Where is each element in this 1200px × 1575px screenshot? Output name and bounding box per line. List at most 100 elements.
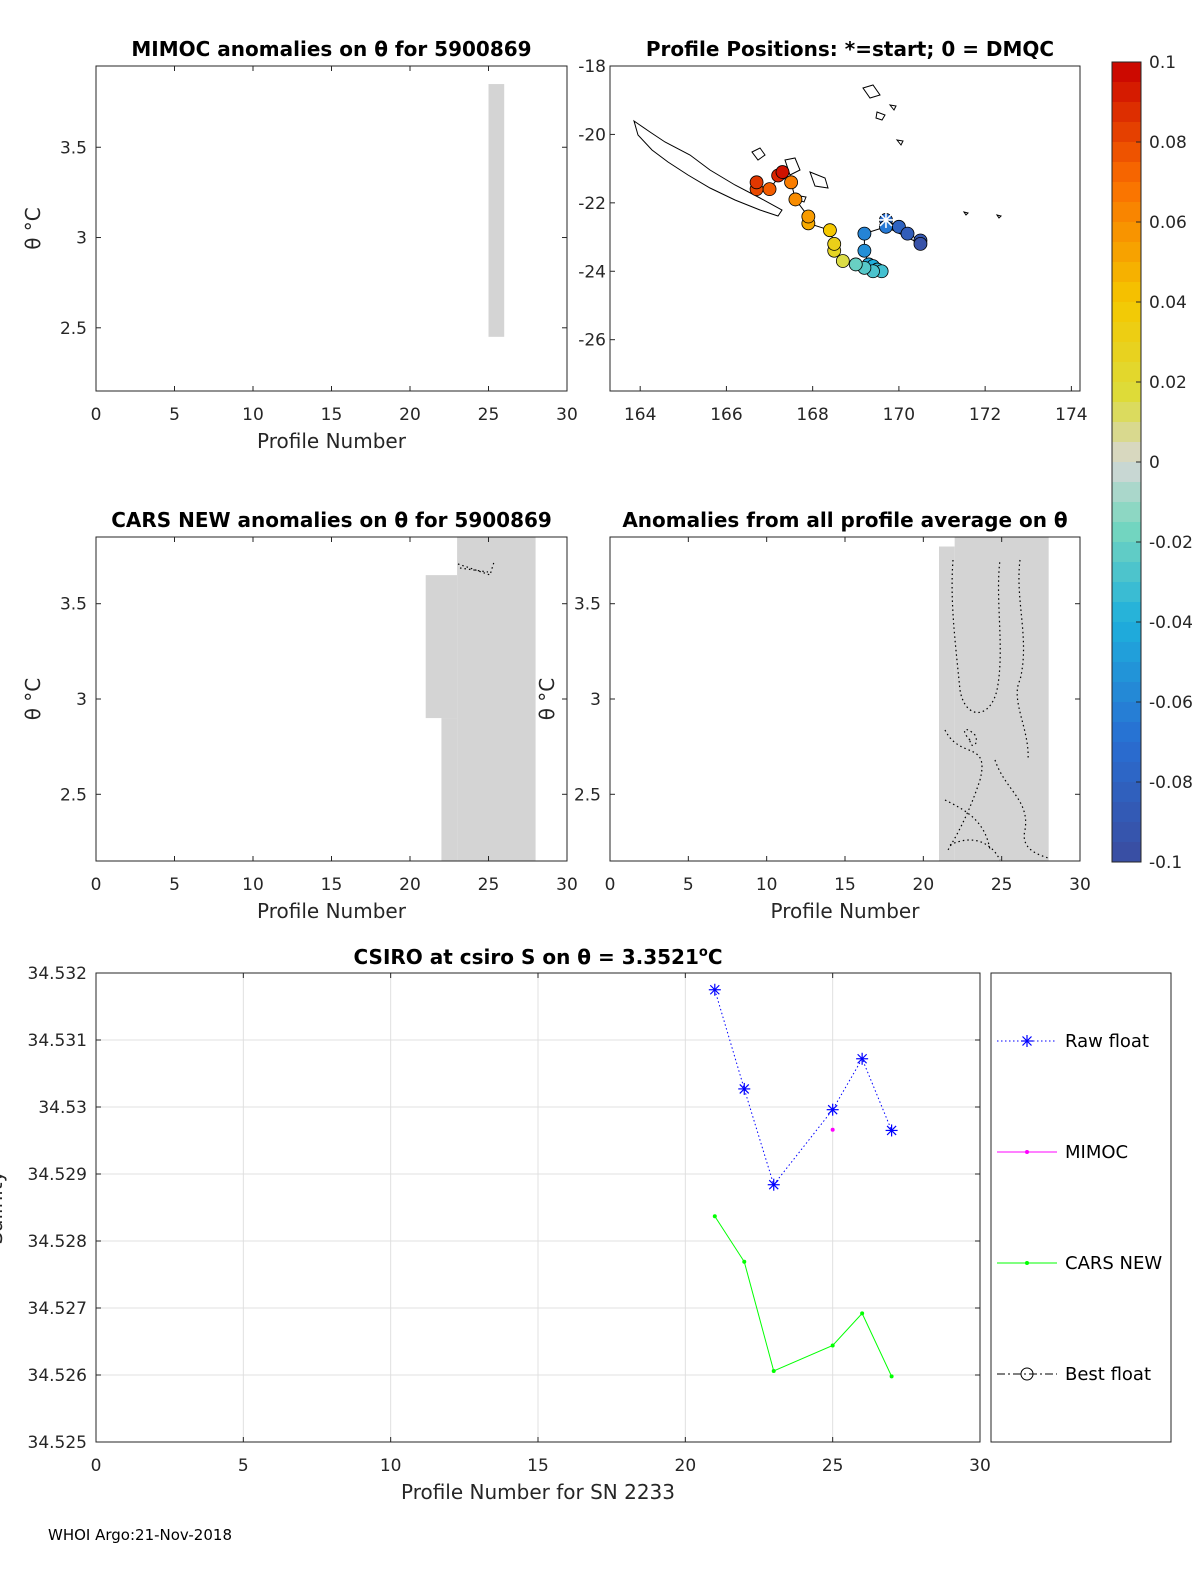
colorbar-band bbox=[1112, 562, 1141, 583]
point-marker bbox=[742, 1259, 747, 1264]
profile-position-marker bbox=[913, 236, 928, 251]
colorbar-band bbox=[1112, 542, 1141, 563]
x-tick-label: 5 bbox=[169, 405, 180, 425]
y-tick-label: -18 bbox=[578, 57, 606, 77]
x-tick-label: 30 bbox=[969, 1456, 991, 1476]
x-tick-label: 20 bbox=[675, 1456, 697, 1476]
colorbar-band bbox=[1112, 462, 1141, 483]
colorbar-band bbox=[1112, 722, 1141, 743]
colorbar-tick-label: 0.04 bbox=[1149, 293, 1187, 313]
x-tick-label: 15 bbox=[321, 875, 343, 895]
x-tick-label: 20 bbox=[399, 405, 421, 425]
y-tick-label: -26 bbox=[578, 331, 606, 351]
point-marker bbox=[860, 1311, 865, 1316]
colorbar-band bbox=[1112, 662, 1141, 683]
x-axis-label: Profile Number for SN 2233 bbox=[401, 1480, 675, 1504]
panel-cars: 0 5 10 15 20 25 30 2.5 3 3.5 CARS NEW anomalies on… bbox=[21, 508, 578, 923]
anomaly-cell bbox=[425, 575, 458, 719]
x-tick-label: 172 bbox=[969, 405, 1001, 425]
island bbox=[995, 214, 1002, 219]
colorbar-band bbox=[1112, 442, 1141, 463]
colorbar-band bbox=[1112, 342, 1141, 363]
x-tick-label: 5 bbox=[683, 875, 694, 895]
x-tick-label: 166 bbox=[710, 405, 742, 425]
profile-position-marker bbox=[788, 192, 803, 207]
colorbar-band bbox=[1112, 642, 1141, 663]
x-tick-label: 25 bbox=[822, 1456, 844, 1476]
island bbox=[962, 211, 969, 216]
star-stroke bbox=[739, 1083, 750, 1094]
point-marker bbox=[712, 1214, 717, 1219]
y-tick-label: 3.5 bbox=[60, 138, 87, 158]
contour-line bbox=[457, 561, 495, 576]
colorbar-band bbox=[1112, 422, 1141, 443]
colorbar-band bbox=[1112, 202, 1141, 223]
colorbar-tick-label: 0.06 bbox=[1149, 213, 1187, 233]
contour-line bbox=[994, 759, 1049, 859]
colorbar-tick-label: -0.1 bbox=[1149, 853, 1182, 873]
colorbar-band bbox=[1112, 162, 1141, 183]
colorbar-tick-label: -0.08 bbox=[1149, 773, 1193, 793]
y-tick-label: 34.53 bbox=[38, 1098, 87, 1118]
colorbar-band bbox=[1112, 122, 1141, 143]
y-tick-label: 3 bbox=[76, 690, 87, 710]
island bbox=[751, 147, 766, 161]
colorbar-band bbox=[1112, 242, 1141, 263]
panel-title: MIMOC anomalies on θ for 5900869 bbox=[131, 37, 531, 61]
colorbar-tick-label: 0.02 bbox=[1149, 373, 1187, 393]
star-marker bbox=[738, 1082, 751, 1095]
point-marker bbox=[771, 1368, 776, 1373]
panel-mimoc: 0 5 10 15 20 25 30 2.5 3 3.5 MIMOC anomalies on θ … bbox=[21, 37, 578, 453]
star-marker bbox=[767, 1178, 780, 1191]
legend-marker bbox=[1025, 1261, 1029, 1265]
x-tick-label: 0 bbox=[91, 1456, 102, 1476]
profile-position-marker bbox=[749, 175, 764, 190]
contour-line bbox=[459, 567, 489, 573]
profile-position-marker bbox=[775, 165, 790, 179]
x-tick-label: 25 bbox=[478, 405, 500, 425]
y-tick-label: 34.525 bbox=[28, 1433, 87, 1453]
star-marker bbox=[1021, 1035, 1033, 1047]
legend-marker bbox=[1020, 1367, 1034, 1381]
x-axis-label: Profile Number bbox=[257, 899, 407, 923]
y-tick-label: 34.527 bbox=[28, 1299, 87, 1319]
island bbox=[888, 104, 897, 111]
profile-position-marker bbox=[835, 254, 850, 268]
profile-position-marker bbox=[848, 257, 863, 272]
colorbar-band bbox=[1112, 782, 1141, 803]
profile-position-marker bbox=[762, 182, 777, 197]
colorbar-band bbox=[1112, 522, 1141, 543]
positions-border bbox=[609, 65, 1081, 392]
colorbar-band bbox=[1112, 502, 1141, 523]
colorbar-band bbox=[1112, 602, 1141, 623]
star-stroke bbox=[886, 1125, 897, 1136]
island-new-caledonia bbox=[633, 119, 783, 217]
colorbar-band bbox=[1112, 402, 1141, 423]
anomaly-cell bbox=[441, 718, 458, 861]
legend-label: MIMOC bbox=[1065, 1142, 1128, 1163]
legend-label: CARS NEW bbox=[1065, 1253, 1162, 1274]
x-tick-label: 10 bbox=[380, 1456, 402, 1476]
colorbar-band bbox=[1112, 142, 1141, 163]
x-tick-label: 25 bbox=[478, 875, 500, 895]
x-tick-label: 0 bbox=[605, 875, 616, 895]
legend-label: Best float bbox=[1065, 1364, 1151, 1385]
series-line bbox=[714, 1215, 893, 1377]
colorbar-band bbox=[1112, 582, 1141, 603]
y-axis-label: θ °C bbox=[535, 678, 559, 721]
panel-title: CARS NEW anomalies on θ for 5900869 bbox=[111, 508, 552, 532]
star-stroke bbox=[1022, 1036, 1032, 1046]
series-raw-float bbox=[708, 983, 898, 1191]
y-axis-label: Salinity bbox=[0, 1170, 7, 1244]
colorbar-band bbox=[1112, 702, 1141, 723]
y-tick-label: 3 bbox=[76, 229, 87, 249]
anomaly-cell bbox=[457, 537, 536, 861]
star-marker bbox=[856, 1052, 869, 1065]
profile-position-marker bbox=[900, 226, 915, 241]
legend-box bbox=[990, 972, 1172, 1443]
star-stroke bbox=[709, 984, 720, 995]
start-marker bbox=[877, 211, 894, 228]
y-tick-label: -22 bbox=[578, 194, 606, 214]
colorbar-band bbox=[1112, 382, 1141, 403]
panel-avg: 0 5 10 15 20 25 30 2.5 3 3.5 Anomalies from all pr… bbox=[535, 508, 1091, 923]
